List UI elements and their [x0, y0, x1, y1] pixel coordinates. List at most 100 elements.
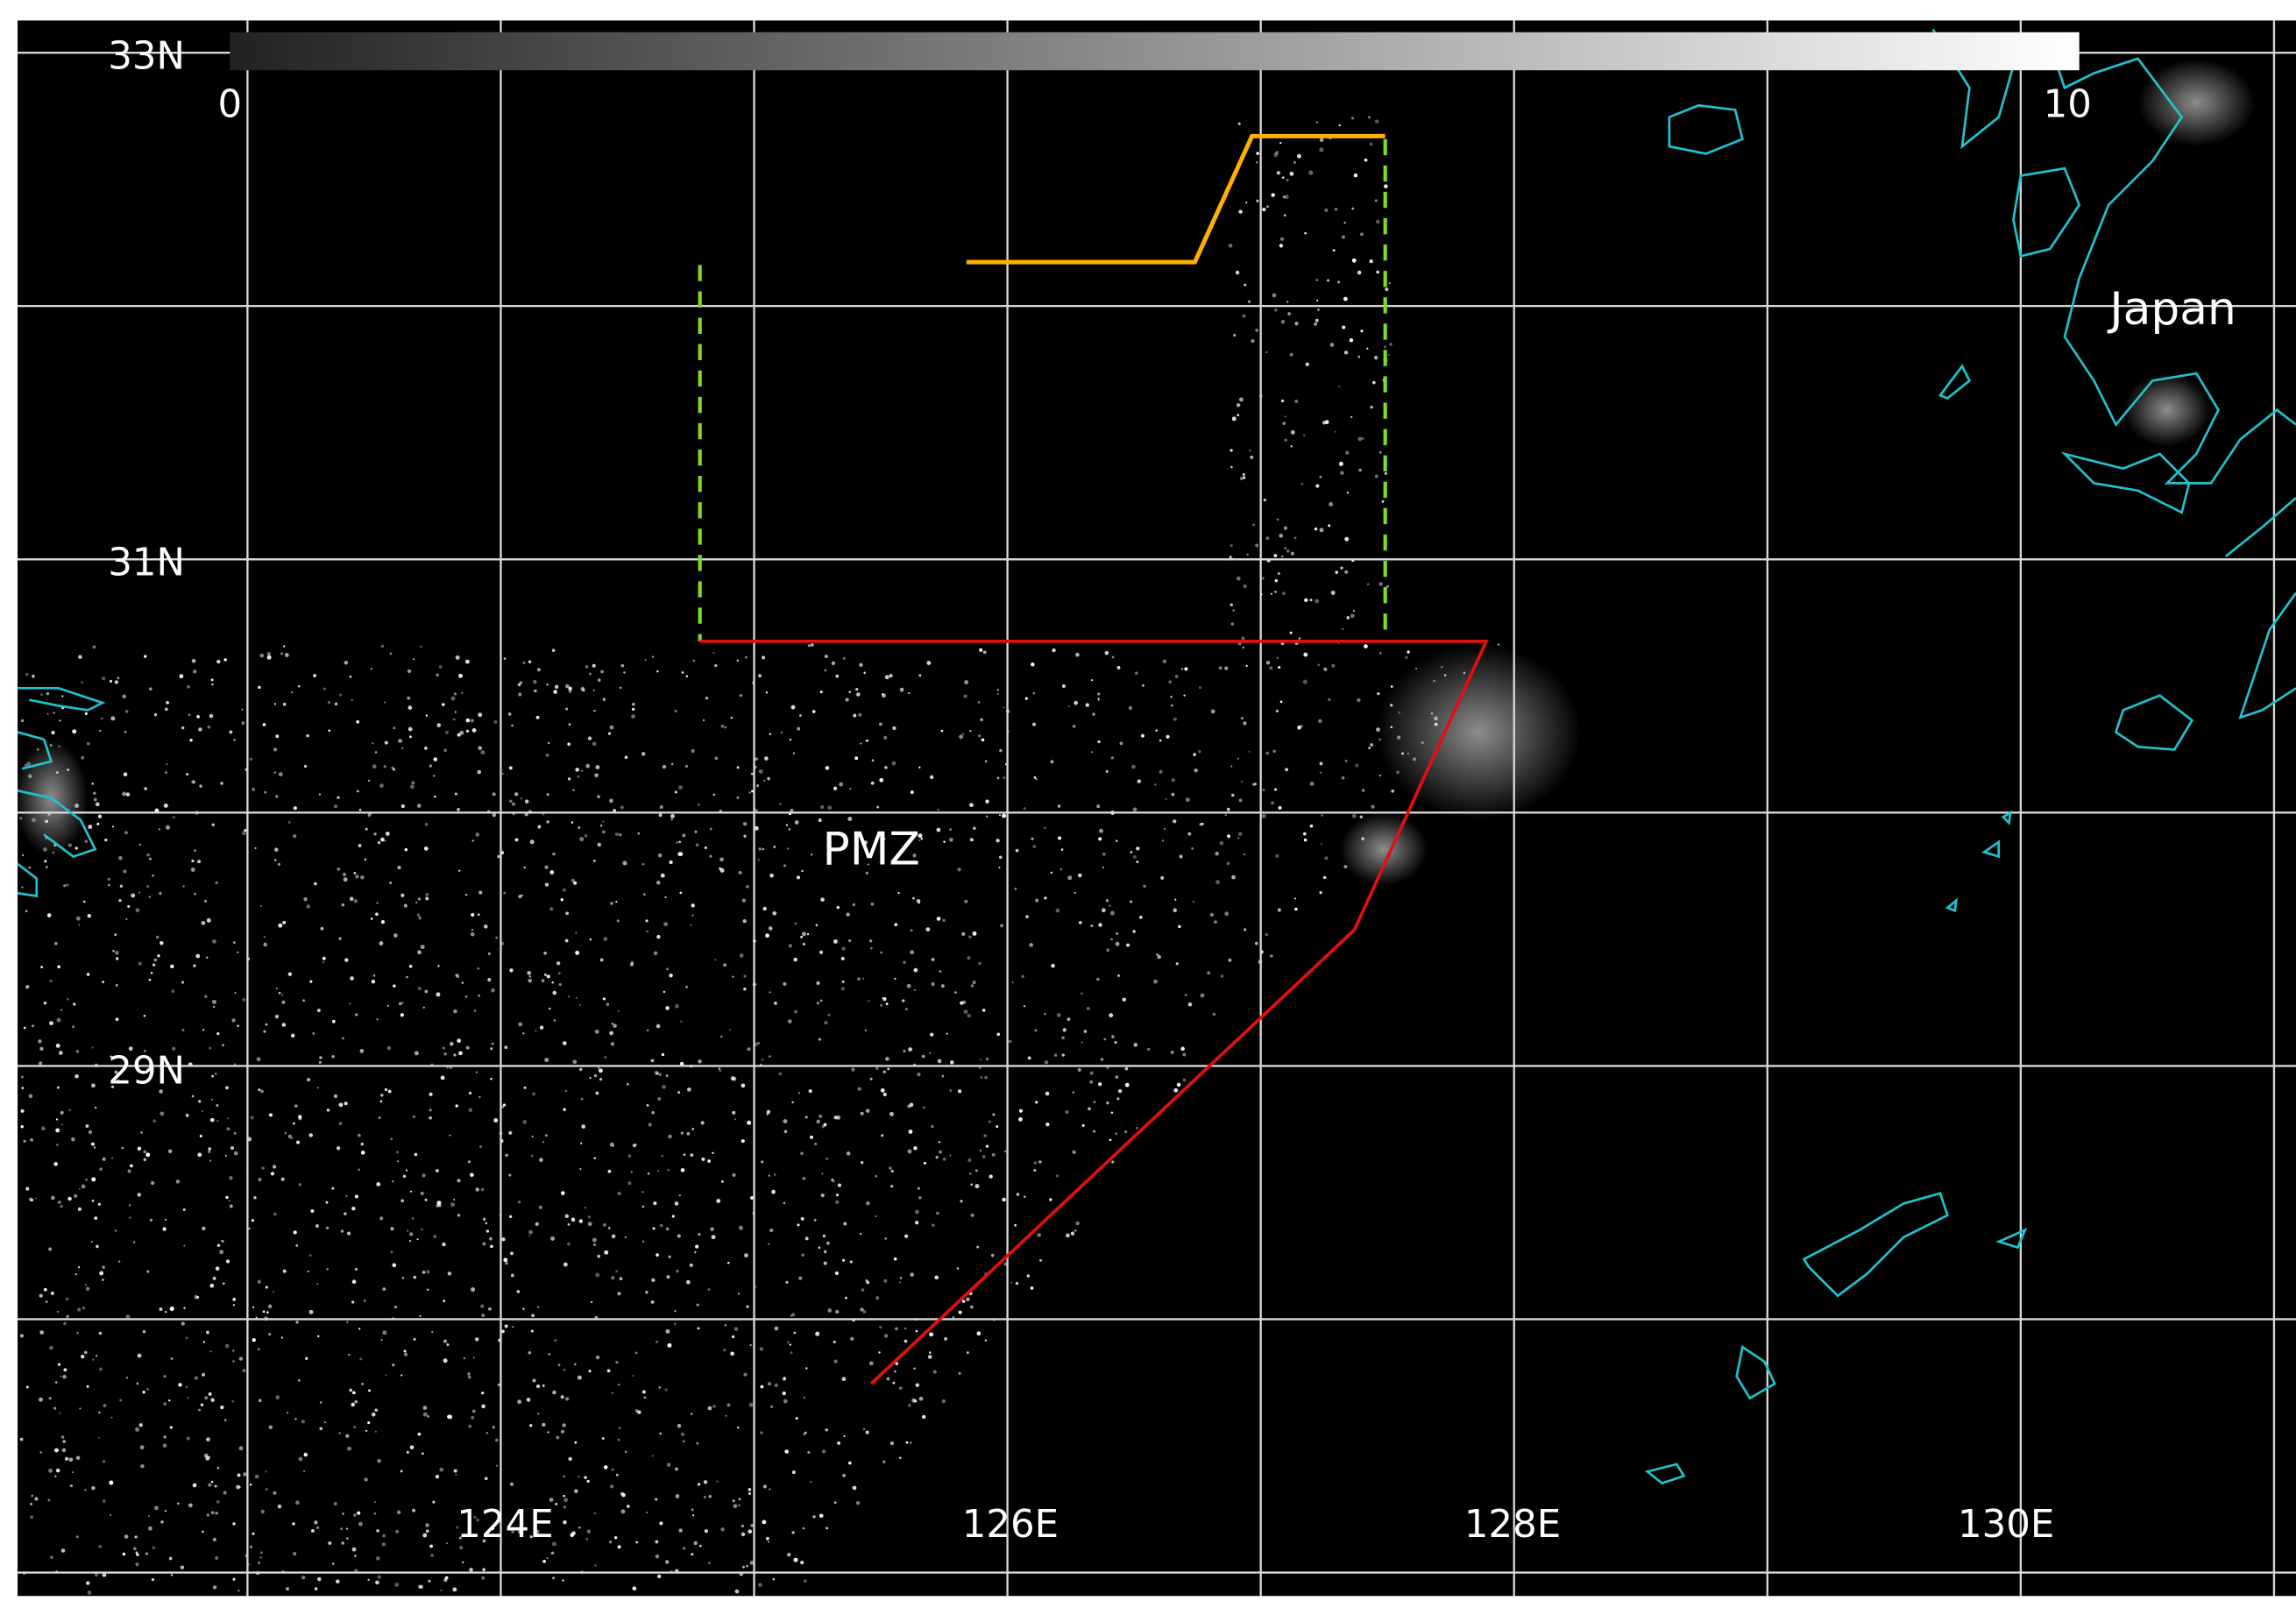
light-dot — [358, 1328, 361, 1330]
light-dot — [884, 675, 889, 680]
light-dot — [869, 939, 873, 943]
light-dot — [547, 1431, 549, 1434]
light-dot — [879, 722, 882, 726]
light-dot — [212, 1276, 216, 1280]
light-dot — [664, 1388, 668, 1392]
light-dot — [1369, 259, 1373, 264]
light-dot — [348, 1354, 351, 1356]
light-dot — [604, 1250, 609, 1255]
light-dot — [453, 1009, 457, 1014]
light-dot — [1315, 318, 1319, 322]
light-dot — [400, 1199, 405, 1203]
light-dot — [1018, 1117, 1023, 1122]
light-dot — [262, 1310, 266, 1314]
light-dot — [1319, 475, 1322, 478]
light-dot — [452, 1587, 457, 1592]
light-dot — [549, 870, 555, 875]
light-dot — [894, 977, 896, 980]
light-dot — [138, 961, 142, 966]
light-dot — [968, 935, 972, 939]
light-dot — [407, 705, 413, 710]
light-dot — [266, 655, 272, 660]
light-dot — [648, 1123, 652, 1127]
light-dot — [404, 847, 408, 852]
light-dot — [422, 1406, 428, 1410]
light-dot — [846, 912, 850, 917]
light-dot — [889, 1111, 894, 1116]
light-dot — [46, 691, 50, 696]
light-dot — [258, 1178, 262, 1182]
light-dot — [885, 1057, 889, 1061]
light-dot — [765, 691, 769, 694]
light-dot — [224, 1154, 228, 1158]
light-dot — [668, 1134, 672, 1139]
light-dot — [750, 1524, 754, 1527]
light-dot — [570, 878, 576, 883]
light-dot — [860, 1232, 862, 1236]
light-dot — [364, 1477, 368, 1482]
light-dot — [884, 1237, 888, 1240]
light-dot — [181, 726, 185, 730]
light-dot — [81, 1307, 86, 1310]
light-dot — [411, 781, 415, 785]
light-dot — [903, 1049, 906, 1053]
light-dot — [197, 860, 202, 864]
light-dot — [1323, 667, 1328, 671]
light-dot — [352, 1391, 356, 1395]
light-dot — [1303, 652, 1308, 657]
light-dot — [836, 905, 840, 910]
light-dot — [55, 1128, 60, 1133]
light-dot — [67, 997, 69, 1001]
light-dot — [507, 712, 512, 716]
light-dot — [1298, 637, 1301, 640]
light-dot — [567, 995, 570, 998]
light-dot — [53, 1406, 57, 1410]
light-dot — [882, 1092, 887, 1097]
light-dot — [810, 1480, 812, 1484]
light-dot — [1173, 1087, 1179, 1093]
light-dot — [1317, 308, 1320, 311]
light-dot — [346, 1321, 349, 1323]
light-dot — [743, 834, 747, 838]
light-dot — [60, 1548, 66, 1553]
light-dot — [215, 881, 218, 885]
colorbar-max: 10 — [2044, 82, 2092, 126]
light-dot — [1184, 667, 1188, 671]
light-dot — [880, 951, 882, 954]
light-dot — [200, 1403, 204, 1406]
light-dot — [915, 1209, 919, 1215]
coastline — [17, 686, 106, 898]
light-dot — [25, 910, 28, 913]
light-dot — [674, 709, 677, 713]
light-dot — [1329, 343, 1335, 347]
light-dot — [40, 1126, 46, 1131]
light-dot — [1284, 415, 1286, 418]
light-dot — [611, 1023, 614, 1025]
light-dot — [83, 1350, 88, 1355]
light-dot — [93, 1146, 96, 1149]
light-dot — [1032, 845, 1037, 848]
light-dot — [143, 1158, 146, 1162]
light-dot — [392, 1263, 397, 1268]
light-dot — [264, 790, 266, 794]
light-dot — [564, 1214, 570, 1219]
light-dot — [1314, 528, 1318, 531]
light-dot — [996, 776, 1000, 780]
light-dot — [705, 696, 709, 700]
light-dot — [913, 1146, 918, 1151]
light-dot — [95, 802, 100, 807]
light-dot — [1191, 846, 1194, 850]
light-dot — [794, 1009, 797, 1014]
light-dot — [880, 1087, 885, 1093]
light-dot — [618, 1427, 621, 1429]
light-dot — [1122, 997, 1127, 1002]
light-dot — [674, 1201, 679, 1206]
light-dot — [1072, 1091, 1075, 1094]
light-dot — [549, 907, 554, 911]
light-dot — [1117, 974, 1120, 977]
coastline — [2224, 497, 2296, 557]
light-dot — [595, 1272, 600, 1278]
light-dot — [644, 658, 647, 662]
light-dot — [653, 1201, 657, 1206]
light-dot — [1030, 1286, 1034, 1290]
